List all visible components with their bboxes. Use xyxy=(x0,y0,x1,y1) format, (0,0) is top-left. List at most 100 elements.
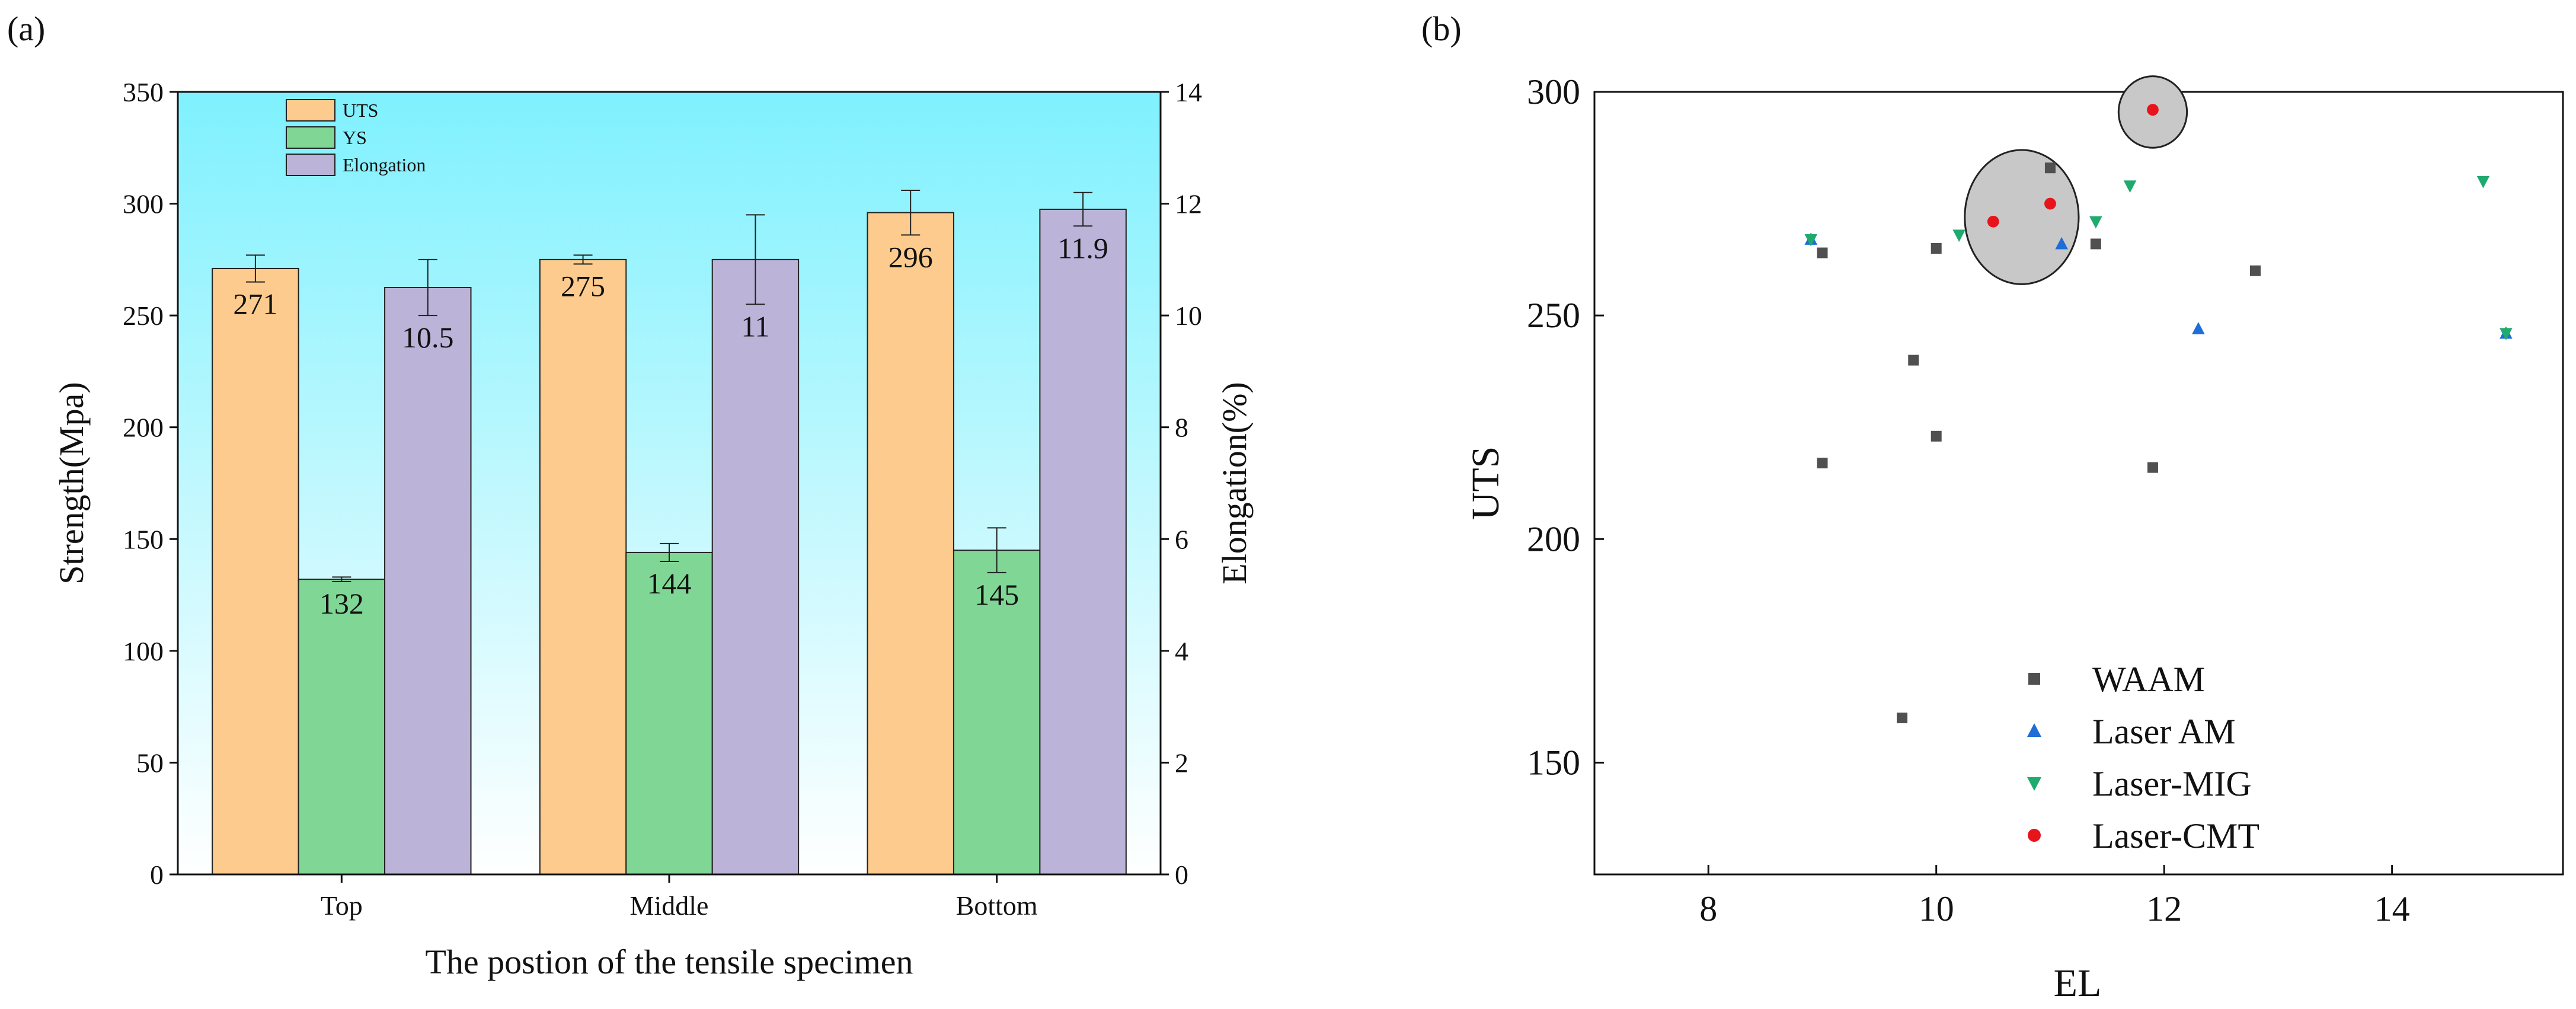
y-tick-label: 300 xyxy=(1527,72,1580,111)
y2-tick-label: 8 xyxy=(1175,413,1188,443)
panel-b-y-axis: 150 200 250 300 xyxy=(1527,72,1604,782)
bar-value-label: 271 xyxy=(233,288,277,321)
legend-marker-laser-mig xyxy=(2027,777,2041,791)
y-tick-label: 100 xyxy=(123,636,164,666)
point-laser-am xyxy=(2192,322,2205,334)
y-tick-label: 250 xyxy=(1527,296,1580,335)
panel-b-y-title: UTS xyxy=(1464,446,1507,521)
legend-label-laser-cmt: Laser-CMT xyxy=(2092,816,2259,855)
y-tick-label: 350 xyxy=(123,77,164,107)
y-tick-label: 250 xyxy=(123,301,164,331)
panel-a-y-title: Strength(Mpa) xyxy=(52,382,91,585)
y-tick-label: 200 xyxy=(123,413,164,443)
point-laser-mig xyxy=(2476,175,2490,189)
bar-value-label: 144 xyxy=(647,567,692,600)
point-waam xyxy=(2147,462,2158,473)
point-laser-mig xyxy=(2500,328,2513,341)
highlight-ellipse xyxy=(1964,149,2080,285)
y-tick-label: 0 xyxy=(150,860,164,890)
bar-elongation-top xyxy=(384,287,472,875)
legend-label-laser-am: Laser AM xyxy=(2092,712,2236,751)
point-waam xyxy=(1931,243,1942,254)
y2-tick-label: 6 xyxy=(1175,524,1188,554)
bar-value-label: 10.5 xyxy=(402,321,454,354)
panel-a-x-axis: Top Middle Bottom xyxy=(321,874,1038,921)
panel-a-y2-axis: 0 2 4 6 8 10 12 14 xyxy=(1161,77,1202,890)
legend-label-laser-mig: Laser-MIG xyxy=(2092,764,2252,803)
x-tick-label: 12 xyxy=(2146,889,2182,928)
point-waam xyxy=(2090,238,2101,250)
point-laser-mig xyxy=(1804,234,1818,247)
y2-tick-label: 4 xyxy=(1175,636,1188,666)
panel-a-label: (a) xyxy=(7,9,45,48)
point-laser-mig xyxy=(2123,180,2137,193)
legend-label-waam: WAAM xyxy=(2092,660,2205,699)
x-tick-label: 14 xyxy=(2374,889,2410,928)
x-tick-label: 8 xyxy=(1699,889,1717,928)
y-tick-label: 50 xyxy=(136,748,164,778)
panel-a-error-bars xyxy=(245,189,1093,582)
point-waam xyxy=(1931,430,1942,442)
x-tick-label: 10 xyxy=(1919,889,1954,928)
bar-elongation-middle xyxy=(711,258,800,875)
panel-a-x-title: The postion of the tensile specimen xyxy=(425,943,913,981)
y2-tick-label: 10 xyxy=(1175,301,1202,331)
point-waam xyxy=(1817,247,1828,258)
bar-value-label: 132 xyxy=(319,587,364,620)
bar-value-label: 275 xyxy=(561,269,605,302)
panel-a-legend: UTS YS Elongation xyxy=(286,99,426,176)
legend-label-ys: YS xyxy=(343,127,367,148)
legend-label-elongation: Elongation xyxy=(343,154,426,175)
y2-tick-label: 2 xyxy=(1175,748,1188,778)
panel-a-bar-labels: 271 132 10.5 275 144 11 296 145 11.9 xyxy=(233,231,1108,620)
bar-ys-top xyxy=(298,579,386,876)
panel-b-legend: WAAM Laser AM Laser-MIG Laser-CMT xyxy=(2027,660,2259,855)
point-laser-cmt xyxy=(1987,215,1999,228)
panel-b-label: (b) xyxy=(1421,9,1462,48)
bar-value-label: 11.9 xyxy=(1057,231,1108,264)
panel-a-y2-title: Elongation(%) xyxy=(1215,382,1254,584)
y-tick-label: 300 xyxy=(123,189,164,219)
legend-swatch-ys xyxy=(286,126,335,149)
panel-a-bars xyxy=(212,209,1127,876)
x-tick-label: Middle xyxy=(630,890,709,921)
point-laser-cmt xyxy=(2147,104,2159,116)
legend-label-uts: UTS xyxy=(343,100,378,121)
y-tick-label: 200 xyxy=(1527,519,1580,558)
legend-swatch-elongation xyxy=(286,154,335,176)
legend-marker-laser-am xyxy=(2027,723,2041,737)
point-waam xyxy=(1897,713,1908,723)
legend-marker-laser-cmt xyxy=(2028,829,2041,842)
point-waam xyxy=(2249,265,2261,276)
point-laser-cmt xyxy=(2044,197,2056,210)
x-tick-label: Top xyxy=(321,890,363,921)
bar-uts-top xyxy=(212,267,299,875)
y2-tick-label: 12 xyxy=(1175,189,1202,219)
point-laser-am xyxy=(2055,237,2068,250)
y-tick-label: 150 xyxy=(123,524,164,554)
point-waam xyxy=(1908,355,1919,366)
point-waam xyxy=(2044,162,2056,174)
bar-ys-middle xyxy=(625,551,713,875)
legend-swatch-uts xyxy=(286,99,335,122)
legend-marker-waam xyxy=(2028,673,2040,685)
point-laser-mig xyxy=(1952,229,1965,242)
bar-value-label: 296 xyxy=(889,240,933,273)
x-tick-label: Bottom xyxy=(956,890,1038,921)
y2-tick-label: 0 xyxy=(1175,860,1188,890)
bar-elongation-bottom xyxy=(1039,209,1127,875)
panel-b: (b) 150 200 250 300 8 10 12 14 EL UTS WAAM Lase… xyxy=(1421,9,2564,1005)
panel-b-x-axis: 8 10 12 14 xyxy=(1699,865,2410,928)
point-waam xyxy=(1817,458,1828,469)
y2-tick-label: 14 xyxy=(1175,77,1202,107)
bar-value-label: 11 xyxy=(741,309,769,343)
panel-b-points xyxy=(1804,104,2513,723)
bar-ys-bottom xyxy=(953,550,1041,875)
panel-b-x-title: EL xyxy=(2054,962,2102,1005)
bar-value-label: 145 xyxy=(974,578,1019,611)
bar-uts-bottom xyxy=(867,212,954,876)
bar-uts-middle xyxy=(539,258,627,875)
panel-a-y-axis: 0 50 100 150 200 250 300 350 xyxy=(123,77,178,890)
